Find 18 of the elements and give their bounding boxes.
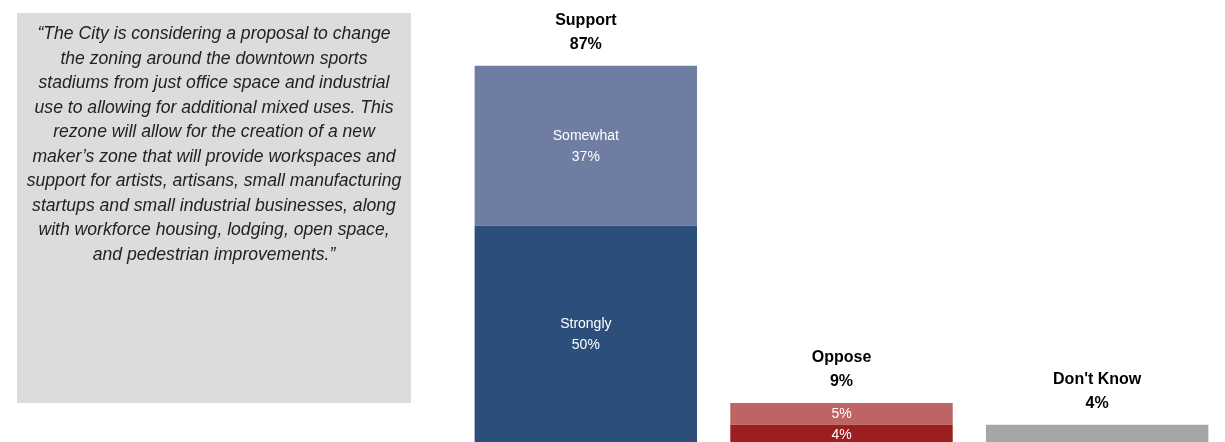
total-label: 9% <box>829 372 854 390</box>
data-label: 5% <box>831 404 852 421</box>
total-label: 4% <box>1085 393 1109 411</box>
bar <box>474 65 698 226</box>
text: “The City is considering a proposal to change the zoning around the downtown sports stadiums from just office space and industrial use to allowing for additional mixed uses. This rezone will allow for the creation of a new maker’s zone that will provide workspaces and support for artists, artisans, small manufacturing startups and small industrial businesses, along with workforce housing, lodging, open space, and pedestrian improvements.” <box>26 23 402 264</box>
bar <box>474 225 698 442</box>
data-label: 4% <box>831 426 852 442</box>
x-tick-label: Support <box>555 10 618 28</box>
data-label: 37% <box>571 147 600 164</box>
bar <box>985 424 1209 442</box>
bar <box>730 424 953 442</box>
series-label: Strongly <box>560 314 612 331</box>
bar <box>730 403 953 425</box>
total-label: 87% <box>569 34 602 52</box>
data-label: 50% <box>571 335 600 352</box>
x-tick-label: Oppose <box>811 348 872 366</box>
x-tick-label: Don't Know <box>1053 369 1142 387</box>
series-label: Somewhat <box>552 126 620 143</box>
